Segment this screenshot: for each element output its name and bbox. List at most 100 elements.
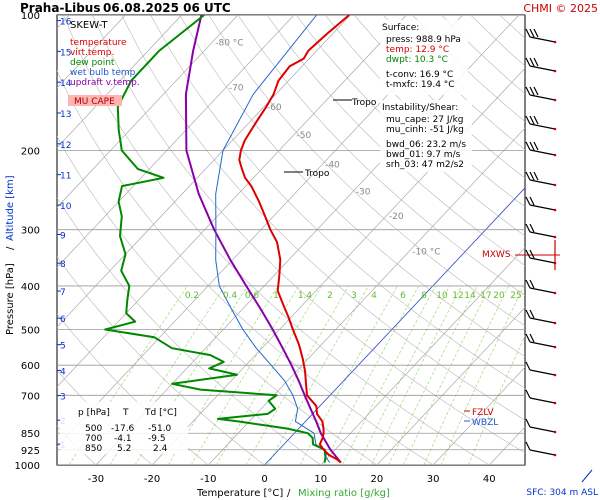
wind-barb-flag [525, 141, 531, 151]
surface-dwpt: dwpt: 10.3 °C [386, 55, 448, 65]
wind-barb-flag [525, 309, 531, 319]
mixing-ratio-label: 20 [493, 291, 505, 301]
tropo-label-upper: Tropo [351, 98, 377, 108]
wind-barb-flag [529, 86, 535, 96]
wind-barb-dot [553, 153, 557, 157]
pressure-tick-label: 300 [21, 226, 40, 237]
wind-barb-dot [553, 69, 557, 73]
wind-barb-flag [533, 28, 539, 38]
mixing-ratio-label: 0.6 [245, 291, 260, 301]
zero-isotherm [264, 187, 525, 465]
isotherm-line [432, 366, 525, 465]
table-header-td: Td [°C] [144, 408, 177, 418]
dry-adiabat [208, 15, 525, 327]
x-tick-label: 10 [314, 474, 327, 485]
table-cell: 500 [85, 424, 102, 434]
table-cell: -4.1 [114, 434, 132, 444]
wind-barb-dot [553, 321, 557, 325]
wind-barb [525, 279, 557, 295]
wind-barb-flag [533, 115, 539, 125]
mixing-ratio-label: 6 [400, 291, 406, 301]
altitude-tick-label: 6 [60, 315, 66, 325]
altitude-tick-label: 5 [60, 342, 66, 352]
table-cell: -9.5 [148, 434, 166, 444]
altitude-tick-label: 13 [60, 110, 71, 120]
wind-barb-flag [529, 28, 535, 38]
wind-barb-staff [529, 123, 556, 130]
altitude-tick-label: 4 [60, 367, 66, 377]
y-axis-sep: / [5, 246, 16, 250]
legend-title: SKEW-T [70, 20, 108, 31]
dry-adiabat [324, 15, 525, 208]
wind-barb-staff [529, 231, 556, 238]
wind-barb [525, 196, 557, 212]
isotherm-label: -70 [229, 84, 244, 94]
altitude-tick-label: 3 [60, 393, 66, 403]
credit-text: CHMI © 2025 [523, 2, 598, 15]
altitude-tick-label: 9 [60, 231, 66, 241]
series-wetbulb-line [215, 15, 331, 463]
sfc-label: SFC: 304 m ASL [526, 488, 598, 498]
wind-barb [525, 223, 557, 239]
instability-srh03: srh_03: 47 m2/s2 [386, 160, 464, 170]
pressure-tick-label: 925 [21, 446, 40, 457]
wind-barb-staff [529, 179, 556, 186]
wind-barb-flag [533, 141, 539, 151]
mixing-ratio-label: 10 [436, 291, 448, 301]
x-tick-label: -30 [88, 474, 104, 485]
instability-info-box: Instability/Shear: mu_cape: 27 J/kg mu_c… [380, 100, 472, 172]
wind-barb-flag [525, 279, 531, 289]
x-tick-label: 40 [483, 474, 496, 485]
mixing-ratio-label: 3 [351, 291, 357, 301]
isotherm-line [208, 127, 525, 465]
wind-barb-staff [529, 36, 556, 43]
surface-press: press: 988.9 hPa [386, 35, 461, 45]
mixing-ratio-label: 2 [327, 291, 333, 301]
level-table: p [hPa] T Td [°C] 500 -17.6 -51.0 700 -4… [60, 402, 188, 454]
x-tick-label: -20 [144, 474, 160, 485]
y-axis-title: Pressure [hPa] [5, 263, 16, 335]
wind-barb [525, 361, 557, 377]
instability-bwd06: bwd_06: 23.2 m/s [386, 140, 466, 150]
wind-barb-flag [525, 418, 531, 428]
wind-barb-staff [529, 317, 556, 324]
table-cell: 700 [85, 434, 102, 444]
wind-barb-flag [525, 196, 531, 206]
surface-tmxfc: t-mxfc: 19.4 °C [386, 80, 455, 90]
wind-barb [525, 333, 557, 349]
wind-barb-dot [553, 98, 557, 102]
isotherm-line [57, 15, 351, 328]
mixing-ratio-label: 17 [480, 291, 491, 301]
wbzl-label: WBZL [472, 418, 498, 428]
fzlv-label: FZLV [472, 408, 494, 418]
x-axis-title-secondary: Mixing ratio [g/kg] [298, 488, 390, 499]
wind-barb-dot [553, 40, 557, 44]
surface-tconv: t-conv: 16.9 °C [386, 70, 453, 80]
wind-barb-dot [553, 127, 557, 131]
wind-barb [525, 86, 557, 102]
wind-barb [525, 57, 557, 73]
wind-barb-staff [529, 369, 556, 376]
mixing-ratio-label: 8 [421, 291, 427, 301]
instability-bwd01: bwd_01: 9.7 m/s [386, 150, 461, 160]
series-dewpoint-line [104, 15, 327, 463]
isotherm-label: -80 °C [215, 38, 243, 48]
wind-barb-staff [529, 257, 556, 264]
isotherm-label: -20 [389, 212, 404, 222]
table-cell: -17.6 [111, 424, 135, 434]
mixing-ratio-label: 1 [273, 291, 279, 301]
isotherm-label: -40 [325, 161, 340, 171]
isotherm-line [57, 15, 295, 268]
wind-barb-flag [525, 333, 531, 343]
mixing-ratio-label: 0.2 [185, 291, 199, 301]
wind-barb-staff [529, 94, 556, 101]
mixing-ratio-label: 4 [371, 291, 377, 301]
table-cell: 2.4 [153, 444, 168, 454]
dry-adiabat [529, 15, 600, 465]
wind-barb-flag [529, 171, 535, 181]
wind-barb [525, 141, 557, 157]
wind-barb-flag [533, 57, 539, 67]
wind-barb-dot [553, 235, 557, 239]
pressure-tick-label: 700 [21, 391, 40, 402]
legend-updraft: updraft v.temp. [70, 78, 140, 88]
